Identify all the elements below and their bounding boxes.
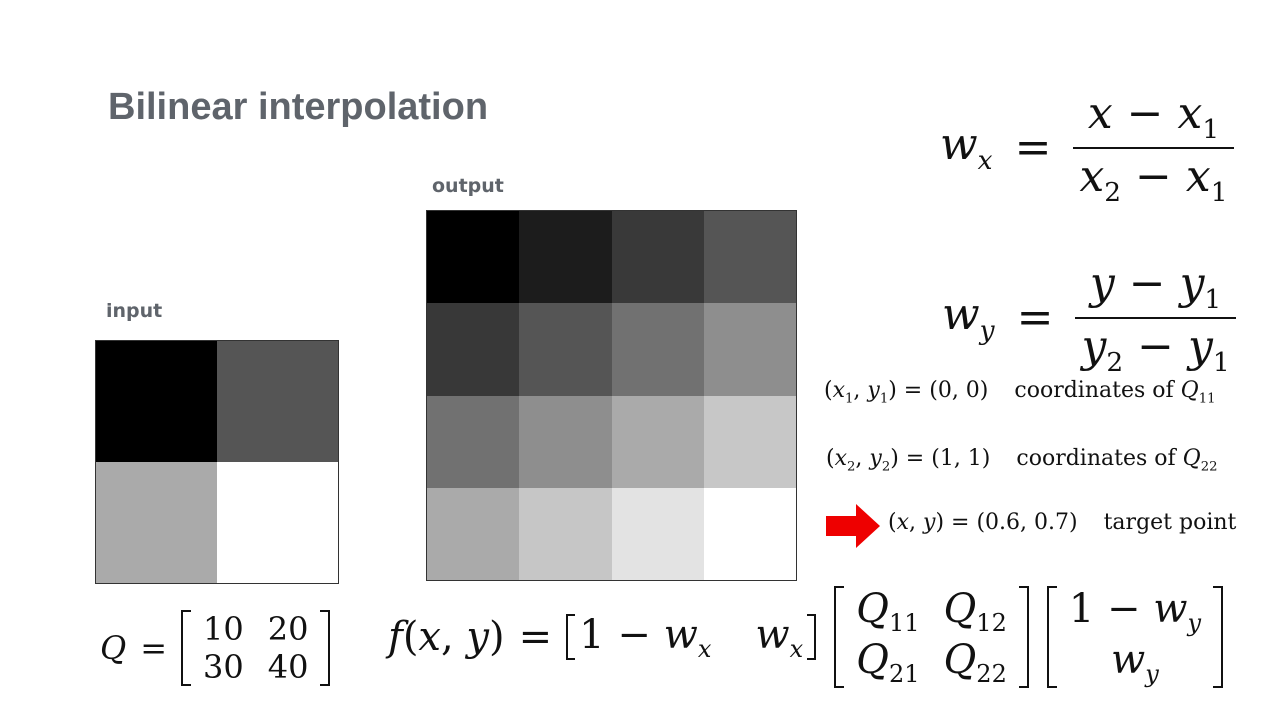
output-grid-cell bbox=[519, 395, 612, 488]
coord-q11: (x1, y1) = (0, 0) coordinates of Q11 bbox=[824, 378, 1216, 407]
q-value: 20 bbox=[267, 610, 309, 648]
output-grid-cell bbox=[427, 303, 520, 396]
coord-target: (x, y) = (0.6, 0.7) target point bbox=[888, 510, 1237, 535]
output-label: output bbox=[432, 175, 504, 197]
output-grid-cell bbox=[703, 303, 796, 396]
input-grid-cell bbox=[217, 462, 338, 583]
q-matrix: Q = 10 20 30 40 bbox=[100, 610, 331, 686]
output-grid-cell bbox=[611, 487, 704, 580]
input-grid-cell bbox=[96, 462, 217, 583]
output-grid-cell bbox=[611, 303, 704, 396]
slide-title: Bilinear interpolation bbox=[108, 86, 489, 128]
q-value: 40 bbox=[267, 648, 309, 686]
q-value: 10 bbox=[203, 610, 244, 648]
coord-target-desc: target point bbox=[1103, 510, 1237, 535]
input-label: input bbox=[106, 300, 163, 322]
coord-q22-desc: coordinates of bbox=[1016, 446, 1176, 471]
output-grid-cell bbox=[703, 487, 796, 580]
output-grid-cell bbox=[703, 211, 796, 304]
q-matrix-lhs: Q bbox=[100, 629, 127, 667]
output-grid-cell bbox=[703, 395, 796, 488]
output-grid-cell bbox=[519, 303, 612, 396]
input-grid-cell bbox=[96, 341, 217, 462]
output-grid-cell bbox=[611, 211, 704, 304]
output-grid-cell bbox=[427, 487, 520, 580]
output-grid-cell bbox=[519, 211, 612, 304]
output-grid-cell bbox=[427, 395, 520, 488]
wx-formula: wx = x − x1 x2 − x1 bbox=[940, 88, 1234, 208]
output-grid-cell bbox=[427, 211, 520, 304]
output-grid-cell bbox=[519, 487, 612, 580]
input-grid-cell bbox=[217, 341, 338, 462]
input-grid bbox=[95, 340, 339, 584]
wy-formula: wy = y − y1 y2 − y1 bbox=[942, 258, 1236, 378]
red-arrow-icon bbox=[826, 504, 880, 548]
output-grid-cell bbox=[611, 395, 704, 488]
q-value: 30 bbox=[203, 648, 244, 686]
coord-q11-desc: coordinates of bbox=[1014, 378, 1174, 403]
f-formula: f(x, y) = 1 − wx wx Q11 Q12 Q21 Q22 1 − wy… bbox=[388, 586, 1224, 688]
output-grid bbox=[426, 210, 797, 581]
coord-q22: (x2, y2) = (1, 1) coordinates of Q22 bbox=[826, 446, 1218, 475]
